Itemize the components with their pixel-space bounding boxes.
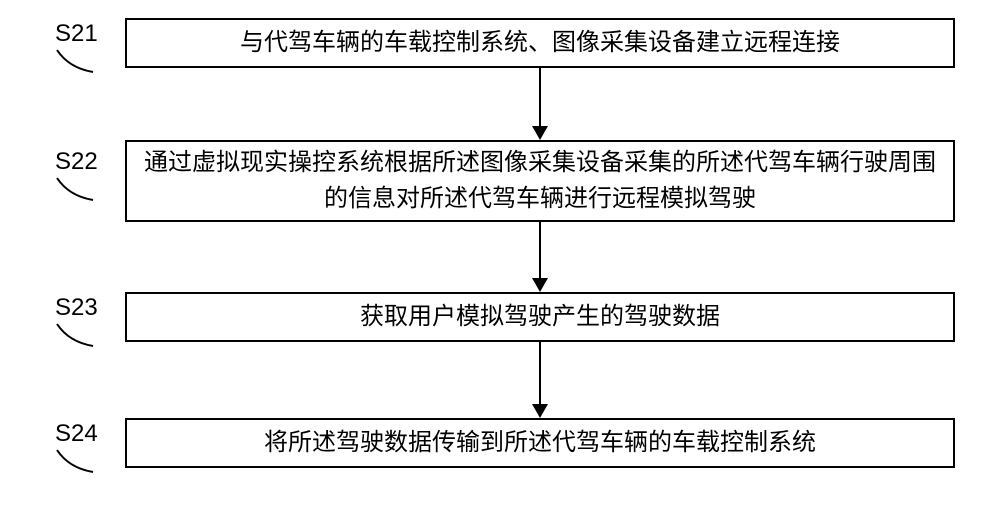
step-text-s21: 与代驾车辆的车载控制系统、图像采集设备建立远程连接 [240,25,840,61]
curve-icon [55,448,95,476]
step-box-s23: 获取用户模拟驾驶产生的驾驶数据 [125,292,955,342]
step-id-s21: S21 [55,20,98,47]
step-box-s24: 将所述驾驶数据传输到所述代驾车辆的车载控制系统 [125,418,955,468]
step-label-s22: S22 [55,148,98,204]
arrow-head-2 [532,278,548,292]
arrow-head-3 [532,404,548,418]
step-label-s24: S24 [55,420,98,476]
step-text-s23: 获取用户模拟驾驶产生的驾驶数据 [360,299,720,335]
curve-icon [55,322,95,350]
arrow-head-1 [532,126,548,140]
step-id-s22: S22 [55,148,98,175]
flowchart-canvas: S21 与代驾车辆的车载控制系统、图像采集设备建立远程连接 S22 通过虚拟现实… [0,0,1000,507]
step-box-s21: 与代驾车辆的车载控制系统、图像采集设备建立远程连接 [125,18,955,68]
step-label-s23: S23 [55,294,98,350]
step-id-s23: S23 [55,294,98,321]
arrow-line-3 [539,342,541,404]
step-id-s24: S24 [55,420,98,447]
step-text-s24: 将所述驾驶数据传输到所述代驾车辆的车载控制系统 [264,425,816,461]
curve-icon [55,176,95,204]
step-text-s22: 通过虚拟现实操控系统根据所述图像采集设备采集的所述代驾车辆行驶周围的信息对所述代… [141,145,939,217]
arrow-line-1 [539,68,541,126]
curve-icon [55,48,95,76]
step-box-s22: 通过虚拟现实操控系统根据所述图像采集设备采集的所述代驾车辆行驶周围的信息对所述代… [125,140,955,222]
arrow-line-2 [539,222,541,278]
step-label-s21: S21 [55,20,98,76]
